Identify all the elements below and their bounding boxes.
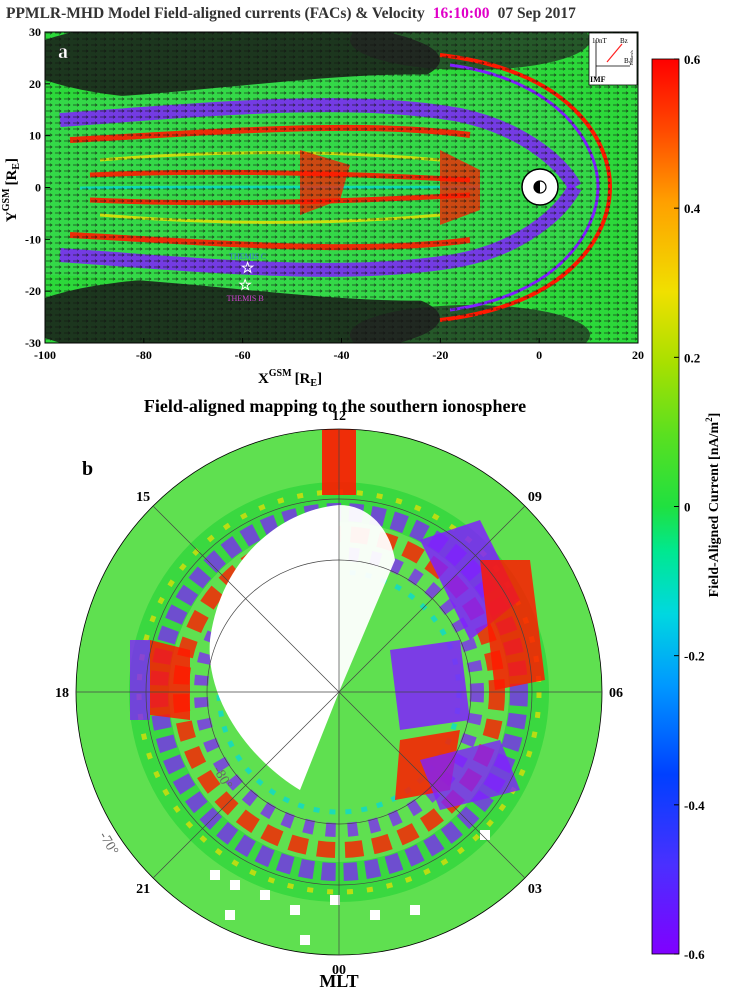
panel-a-ylabel: YGSM[RE] xyxy=(1,158,22,222)
ytick-label: 30 xyxy=(29,25,41,39)
xtick-label: -80 xyxy=(136,348,152,362)
ytick-label: 20 xyxy=(29,77,41,91)
spacecraft-marker: THEMIS C xyxy=(229,252,266,274)
imf-scale: 10nT xyxy=(592,37,608,45)
mlt-label: 15 xyxy=(136,490,150,505)
colorbar-tick-label: 0.2 xyxy=(684,350,700,365)
mlt-label: 06 xyxy=(609,686,623,701)
panel-b: Field-aligned mapping to the southern io… xyxy=(55,396,623,991)
colorbar-tick-label: -0.4 xyxy=(684,798,705,813)
colorbar-tick-label: -0.6 xyxy=(684,947,705,962)
ytick-label: -10 xyxy=(25,232,41,246)
ytick-label: 10 xyxy=(29,129,41,143)
xtick-label: -100 xyxy=(34,348,56,362)
mlt-spoke xyxy=(152,691,340,879)
title-left: PPMLR-MHD Model Field-aligned currents (… xyxy=(6,5,425,22)
colorbar-tick-label: 0.6 xyxy=(684,52,701,67)
panel-b-title: Field-aligned mapping to the southern io… xyxy=(144,396,526,416)
colorbar-label: Field-Aligned Current [nA/m2] xyxy=(704,413,722,598)
ytick-label: -20 xyxy=(25,284,41,298)
colorbar-tick-label: -0.2 xyxy=(684,649,705,664)
star-icon xyxy=(238,277,252,291)
panel-b-xlabel: MLT xyxy=(319,971,358,991)
ytick-label: 0 xyxy=(35,181,41,195)
star-icon xyxy=(240,260,255,274)
xtick-label: -60 xyxy=(235,348,251,362)
mlt-labels: 12 09 06 03 00 21 18 15 xyxy=(55,409,623,978)
imf-by: BY xyxy=(624,57,633,67)
mlt-label: 00 xyxy=(332,963,346,978)
colorbar-ticks: 0.6 0.4 0.2 0 -0.2 -0.4 -0.6 xyxy=(674,52,705,962)
mlt-label: 03 xyxy=(528,882,542,897)
xtick-label: 20 xyxy=(632,348,644,362)
spacecraft-label: THEMIS B xyxy=(227,294,264,303)
imf-inset: 10nT Bz BY 100km/s IMF xyxy=(588,32,638,86)
title-date: 07 Sep 2017 xyxy=(498,5,577,22)
colorbar-tick-label: 0 xyxy=(684,500,691,515)
mlt-spoke xyxy=(152,505,340,693)
panel-a-field xyxy=(45,32,638,343)
mlt-label: 18 xyxy=(55,686,69,701)
panel-a-markers: THEMIS C THEMIS B xyxy=(227,252,267,303)
spacecraft-marker: THEMIS B xyxy=(227,277,264,303)
imf-bz: Bz xyxy=(620,37,628,45)
panel-a-xlabel: XGSM [RE] xyxy=(258,368,322,389)
mlt-label: 09 xyxy=(528,490,542,505)
colorbar: 0.6 0.4 0.2 0 -0.2 -0.4 -0.6 Field-Aligned Cur… xyxy=(651,52,722,962)
polar-spokes xyxy=(76,429,602,955)
colorbar-tick-label: 0.4 xyxy=(684,201,701,216)
mlt-spoke xyxy=(338,691,526,879)
xtick-label: -20 xyxy=(432,348,448,362)
xtick-label: -40 xyxy=(334,348,350,362)
panel-a-axes: -100 -80 -60 -40 -20 0 20 30 20 10 0 -10 -20 -30 xyxy=(25,25,644,362)
mlt-spoke xyxy=(338,505,526,693)
imf-bottom: IMF xyxy=(590,75,606,84)
panel-a-label: a xyxy=(58,41,68,63)
imf-side: 100km/s xyxy=(629,50,634,66)
ytick-label: -30 xyxy=(25,336,41,350)
mlt-label: 21 xyxy=(136,882,150,897)
panel-b-label: b xyxy=(82,458,93,480)
title-time: 16:10:00 xyxy=(433,5,490,22)
figure-title: PPMLR-MHD Model Field-aligned currents (… xyxy=(6,5,576,22)
panel-a: 10nT Bz BY 100km/s IMF a -100 -80 -60 -40 -2… xyxy=(1,25,644,389)
mlt-label: 12 xyxy=(332,409,346,424)
spacecraft-label: THEMIS C xyxy=(229,252,266,261)
xtick-label: 0 xyxy=(536,348,542,362)
